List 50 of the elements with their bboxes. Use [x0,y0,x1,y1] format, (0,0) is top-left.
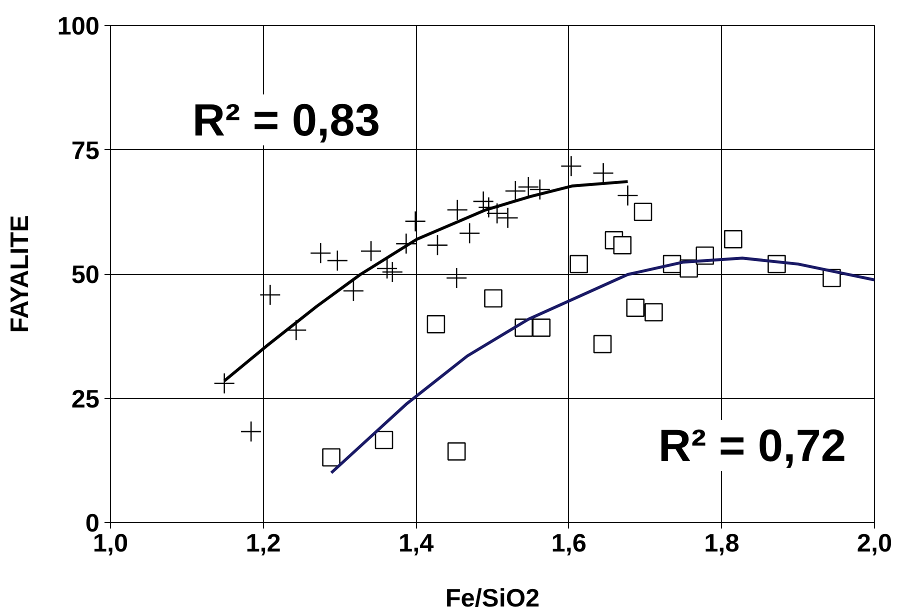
y-tick-label: 100 [57,12,100,40]
point [484,289,502,308]
point [342,280,364,302]
point [396,233,417,254]
point [570,254,588,274]
point [458,222,480,244]
point [497,207,518,228]
point [382,261,404,283]
point [529,178,551,200]
y-tick-label: 50 [71,261,100,289]
point [310,242,332,264]
point [376,258,398,280]
point [560,156,582,177]
x-axis-title: Fe/SiO2 [445,584,540,612]
x-tick-label: 1,4 [398,530,434,558]
point [593,334,612,354]
point [214,372,235,394]
point [644,303,663,322]
y-axis-title: FAYALITE [6,215,34,333]
point [404,210,426,232]
point [518,176,540,198]
y-tick-label: 25 [71,385,100,414]
x-tick-label: 2,0 [856,530,892,558]
point [532,318,551,337]
x-tick-label: 1,6 [551,530,587,558]
x-tick-label: 1,8 [704,530,740,558]
point [613,236,632,254]
point [322,448,340,467]
point [426,315,446,334]
y-tick-label: 75 [71,136,100,165]
point [504,180,526,202]
point [374,430,394,450]
annotation: R² = 0,83 [192,94,380,146]
point [447,442,466,461]
x-tick-label: 1,2 [246,530,281,558]
point [446,199,468,221]
point [617,184,638,206]
point [592,162,614,184]
point [486,202,508,224]
point [360,240,382,262]
point [634,202,652,222]
annotation: R² = 0,72 [658,420,846,471]
point [240,420,262,442]
point [626,298,645,317]
point [446,267,468,289]
point [260,284,281,306]
point [326,250,348,272]
line-series [330,256,874,474]
point [724,230,742,248]
point [426,234,448,256]
